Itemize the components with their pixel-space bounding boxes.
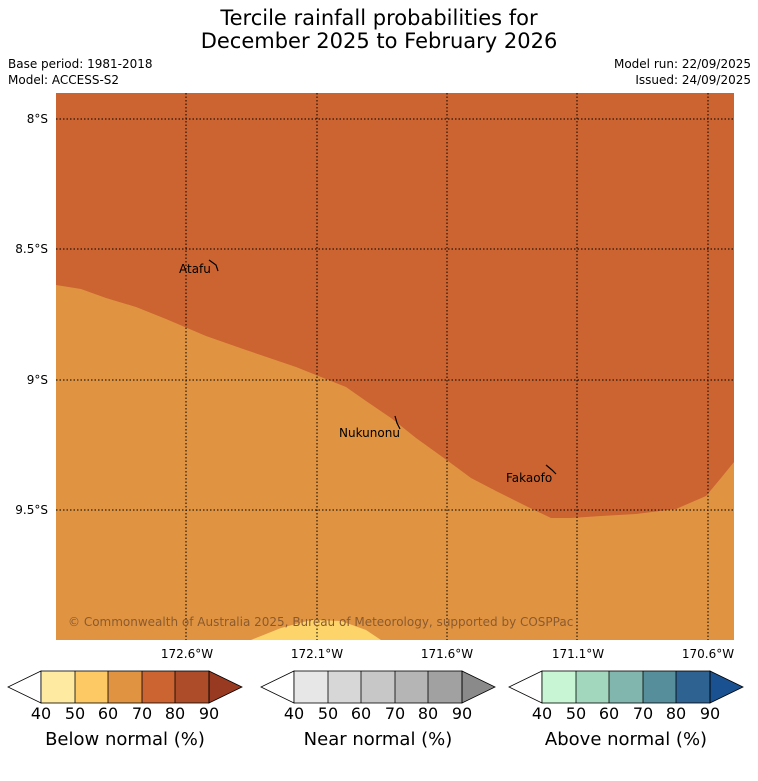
colorbar-title-below-normal: Below normal (%) (45, 729, 205, 750)
fakaofo-atoll-shape (545, 464, 557, 475)
issued-text: Issued: 24/09/2025 (635, 73, 751, 87)
copyright-notice: © Commonwealth of Australia 2025, Bureau… (68, 615, 573, 629)
colorbar-below-bin-60-70 (108, 671, 142, 703)
graticule (56, 93, 734, 640)
colorbar-above-extend-low (508, 670, 543, 704)
colorbar-above-bin-50-60 (576, 671, 609, 703)
above-tick-60: 60 (598, 704, 620, 723)
atafu-atoll-shape (208, 259, 219, 272)
region-below-60-70 (56, 285, 734, 640)
atoll-coastlines (208, 259, 557, 475)
below-tick-60: 60 (97, 704, 119, 723)
colorbar-title-above-normal: Above normal (%) (544, 729, 708, 750)
above-tick-40: 40 (531, 704, 553, 723)
region-below-50-60 (251, 620, 381, 640)
near-tick-40: 40 (283, 704, 305, 723)
lat-label-8s: 8°S (26, 112, 48, 126)
colorbar-below-bin-80-90 (175, 671, 209, 703)
colorbar-legends (7, 670, 744, 704)
colorbar-near-normal (260, 670, 496, 704)
above-tick-50: 50 (565, 704, 587, 723)
place-label-nukunonu: Nukunonu (339, 426, 400, 440)
below-tick-80: 80 (164, 704, 186, 723)
colorbar-near-extend-high (461, 670, 496, 704)
colorbar-above-bin-40-50 (542, 671, 576, 703)
lon-label-172-6w: 172.6°W (160, 647, 214, 661)
lat-label-9-5s: 9.5°S (15, 503, 48, 517)
nukunonu-atoll-shape (394, 415, 401, 430)
lat-label-8-5s: 8.5°S (15, 242, 48, 256)
colorbar-below-extend-low (7, 670, 42, 704)
colorbar-above-normal (508, 670, 744, 704)
colorbar-near-extend-low (260, 670, 295, 704)
model-text: Model: ACCESS-S2 (8, 73, 120, 87)
map-panel[interactable]: Atafu Nukunonu Fakaofo © Commonwealth of… (56, 93, 734, 640)
lon-label-171-1w: 171.1°W (551, 647, 605, 661)
near-tick-70: 70 (384, 704, 406, 723)
lon-label-172-1w: 172.1°W (290, 647, 344, 661)
colorbar-below-bin-50-60 (75, 671, 108, 703)
colorbar-above-extend-high (709, 670, 744, 704)
above-tick-80: 80 (665, 704, 687, 723)
colorbar-above-bin-60-70 (609, 671, 643, 703)
base-period-text: Base period: 1981-2018 (8, 57, 153, 71)
map-title-line2: December 2025 to February 2026 (200, 29, 558, 53)
colorbar-below-bin-70-80 (142, 671, 175, 703)
place-label-fakaofo: Fakaofo (506, 471, 552, 485)
below-tick-40: 40 (30, 704, 52, 723)
colorbar-above-bin-70-80 (643, 671, 676, 703)
colorbar-title-near-normal: Near normal (%) (303, 729, 453, 750)
colorbar-below-normal (7, 670, 243, 704)
colorbar-below-bin-40-50 (41, 671, 75, 703)
colorbar-near-bin-40-50 (294, 671, 328, 703)
near-tick-60: 60 (350, 704, 372, 723)
place-label-atafu: Atafu (179, 262, 211, 276)
colorbar-near-bin-50-60 (328, 671, 361, 703)
colorbar-near-bin-60-70 (361, 671, 395, 703)
model-run-text: Model run: 22/09/2025 (613, 57, 751, 71)
lon-label-170-6w: 170.6°W (681, 647, 735, 661)
lat-label-9s: 9°S (26, 373, 48, 387)
above-tick-90: 90 (699, 704, 721, 723)
colorbar-near-bin-80-90 (428, 671, 462, 703)
near-tick-90: 90 (451, 704, 473, 723)
near-tick-80: 80 (417, 704, 439, 723)
above-tick-70: 70 (632, 704, 654, 723)
below-tick-90: 90 (198, 704, 220, 723)
lon-label-171-6w: 171.6°W (420, 647, 474, 661)
colorbar-below-extend-high (208, 670, 243, 704)
below-tick-70: 70 (131, 704, 153, 723)
map-title-line1: Tercile rainfall probabilities for (220, 6, 538, 30)
near-tick-50: 50 (317, 704, 339, 723)
below-tick-50: 50 (64, 704, 86, 723)
colorbar-near-bin-70-80 (395, 671, 428, 703)
colorbar-above-bin-80-90 (676, 671, 710, 703)
map-canvas[interactable]: Atafu Nukunonu Fakaofo © Commonwealth of… (56, 93, 734, 640)
